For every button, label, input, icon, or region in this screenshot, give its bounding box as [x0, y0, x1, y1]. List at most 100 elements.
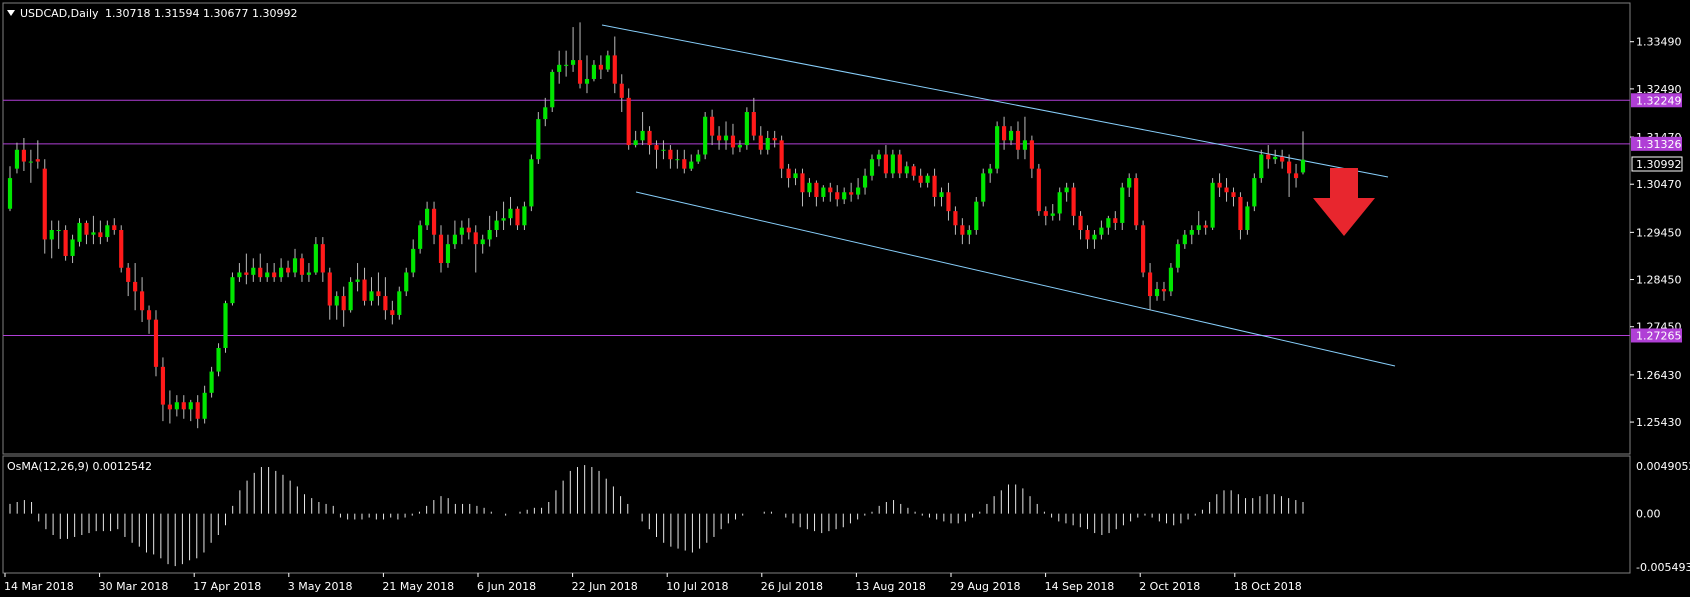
candle [355, 263, 360, 292]
indicator-panel[interactable] [2, 455, 1631, 574]
candle-body [313, 244, 318, 273]
candle [230, 272, 235, 306]
candle-body [661, 149, 666, 151]
candle-body [814, 182, 819, 197]
channel-lower-line[interactable] [635, 191, 1396, 367]
osma-histogram [9, 465, 1304, 567]
candle [1266, 145, 1271, 169]
candle-body [1120, 187, 1125, 223]
candle-body [1092, 234, 1097, 240]
candle-body [786, 168, 791, 179]
candle-body [1134, 178, 1139, 226]
candle [1071, 182, 1076, 226]
candle-body [320, 244, 325, 273]
candle [682, 149, 687, 174]
candle [438, 225, 444, 273]
candle-body [28, 161, 33, 163]
candle-body [570, 60, 576, 65]
candle [390, 300, 395, 325]
candle [793, 168, 798, 186]
candle [1092, 230, 1097, 249]
candle-body [1106, 218, 1111, 228]
indicator-tick-label: -0.005493 [1636, 561, 1690, 574]
candle [647, 126, 652, 155]
candle [480, 234, 485, 254]
candle [174, 395, 179, 417]
candle-body [1231, 192, 1236, 197]
candle-body [1245, 206, 1250, 230]
candle [779, 135, 784, 179]
indicator-tick-label: 0.0049052 [1636, 460, 1690, 473]
candle-body [758, 135, 763, 150]
candle-body [862, 175, 868, 188]
indicator-scale: 0.0049052 0.00 -0.005493 [1636, 460, 1690, 574]
candle-body [14, 149, 20, 169]
candle-body [967, 230, 972, 235]
time-tick-label: 21 May 2018 [382, 580, 454, 593]
level-price-box [1631, 136, 1682, 151]
candle-body [543, 107, 548, 120]
price-tick-label: 1.26430 [1636, 369, 1682, 382]
candle [112, 218, 117, 235]
candle [522, 201, 527, 230]
time-tick-label: 26 Jul 2018 [761, 580, 823, 593]
candle [1120, 182, 1125, 230]
trend-channel[interactable] [601, 24, 1396, 367]
candle-body [1203, 225, 1208, 228]
candle-body [133, 281, 138, 292]
candle [1245, 201, 1250, 235]
candle-body [883, 154, 888, 174]
time-tick-label: 17 Apr 2018 [193, 580, 261, 593]
symbol-label: USDCAD,Daily [20, 7, 99, 20]
candle [689, 154, 694, 172]
main-chart-panel[interactable] [2, 2, 1631, 455]
candle [716, 126, 722, 150]
candle [904, 161, 909, 179]
candle [564, 50, 569, 77]
dropdown-triangle-icon[interactable] [7, 10, 15, 16]
time-axis: 14 Mar 2018 30 Mar 2018 17 Apr 2018 3 May 2… [4, 573, 1302, 593]
candle-body [369, 291, 374, 301]
candle-body [230, 277, 235, 304]
candle-body [876, 154, 882, 160]
level-price-label: 1.31326 [1636, 138, 1682, 151]
candle-body [1189, 230, 1194, 235]
channel-upper-line[interactable] [601, 24, 1389, 178]
candle-body [821, 187, 826, 197]
candle-body [459, 227, 464, 235]
candle-body [1175, 244, 1180, 268]
chart-header: USDCAD,Daily 1.30718 1.31594 1.30677 1.3… [7, 7, 297, 20]
candle-body [501, 218, 506, 221]
candle-body [529, 159, 534, 207]
candle-body [988, 168, 993, 174]
candle-body [751, 112, 756, 136]
price-scale: 1.334901.324901.314701.304701.294501.284… [1630, 36, 1682, 429]
candle [1113, 211, 1118, 230]
candle-body [160, 366, 166, 405]
candle [723, 121, 729, 150]
candle [1141, 220, 1146, 278]
candle-body [112, 225, 117, 230]
candle [1196, 211, 1201, 235]
candle [1300, 131, 1306, 175]
candle-body [849, 192, 854, 195]
candle-body [647, 130, 652, 146]
candle-body [1168, 267, 1174, 292]
ohlc-values: 1.30718 1.31594 1.30677 1.30992 [105, 7, 297, 20]
candle-body [209, 371, 214, 393]
candle-body [939, 192, 944, 197]
candle-body [1266, 154, 1271, 160]
candle [285, 260, 291, 278]
candle-body [153, 319, 159, 367]
candle-body [550, 71, 555, 108]
candle-body [1154, 288, 1160, 297]
candle-body [195, 402, 200, 419]
candle-body [1259, 154, 1264, 179]
candle [591, 60, 597, 82]
candle-body [932, 175, 937, 197]
candle [237, 263, 242, 282]
candle-body [1022, 140, 1028, 150]
candle-body [70, 239, 75, 256]
candle [70, 234, 75, 264]
